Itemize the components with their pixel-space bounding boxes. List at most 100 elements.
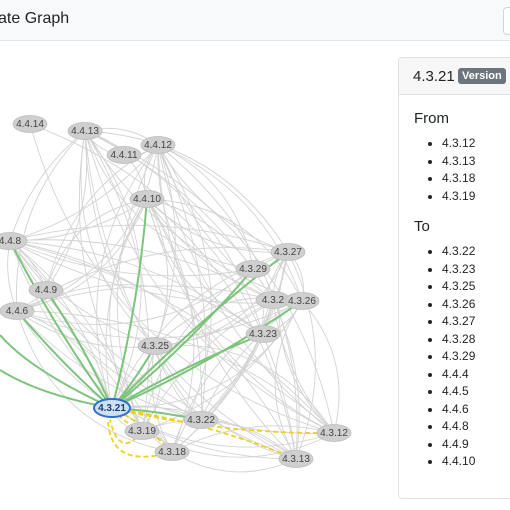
from-version-item[interactable]: 4.3.13 (428, 153, 475, 171)
graph-edge (146, 198, 297, 460)
graph-node[interactable]: 4.4.13 (67, 122, 103, 140)
node-label: 4.3.23 (249, 329, 277, 340)
graph-edge (157, 144, 303, 302)
graph-edge (16, 310, 202, 421)
node-shape (316, 424, 352, 442)
node-label: 4.4.8 (0, 236, 22, 247)
graph-edge (9, 240, 297, 460)
graph-node[interactable]: 4.3.13 (278, 450, 314, 468)
graph-edge (200, 299, 274, 421)
node-label: 4.4.13 (71, 126, 99, 137)
to-version-item[interactable]: 4.4.6 (428, 401, 475, 419)
to-version-item[interactable]: 4.3.28 (428, 331, 475, 349)
update-graph[interactable]: 4.4.14 4.4.13 4.4.12 4.4.11 4.4.10 4.4.8 4.4.9… (0, 40, 398, 510)
from-edge (111, 407, 335, 434)
graph-edge (9, 240, 143, 432)
upgrade-edge (111, 268, 254, 409)
graph-edge (16, 285, 274, 312)
graph-edge (105, 198, 148, 409)
upgrade-edge (9, 240, 113, 409)
graph-edge (141, 419, 297, 460)
graph-edge (146, 198, 169, 347)
from-version-item[interactable]: 4.3.12 (428, 135, 475, 153)
graph-node[interactable]: 4.4.8 (0, 232, 28, 250)
node-label: 4.4.11 (110, 150, 137, 161)
node-label: 4.3.2 (262, 295, 285, 306)
graph-edge (111, 407, 335, 448)
graph-node[interactable]: 4.4.6 (0, 302, 35, 320)
node-label: 4.3.19 (128, 426, 156, 437)
node-label: 4.3.27 (274, 247, 302, 258)
graph-edge (141, 300, 303, 432)
graph-edge (29, 123, 335, 434)
panel-header: 4.3.21 Version (399, 58, 510, 95)
graph-edge (157, 144, 297, 460)
to-heading: To (414, 218, 430, 235)
node-label: 4.3.13 (282, 454, 310, 465)
graph-node[interactable]: 4.3.26 (284, 292, 320, 310)
to-version-item[interactable]: 4.3.25 (428, 278, 475, 296)
graph-edge (9, 240, 254, 277)
graph-node[interactable]: 4.4.9 (28, 281, 64, 299)
navbar-toggle-button[interactable] (503, 7, 510, 35)
graph-edge (146, 198, 274, 301)
node-shape (0, 302, 35, 320)
graph-nodes: 4.4.14 4.4.13 4.4.12 4.4.11 4.4.10 4.4.8 4.4.9… (0, 115, 352, 468)
page-title: ate Graph (0, 10, 70, 27)
graph-node[interactable]: 4.4.11 (106, 146, 142, 164)
from-edge (109, 419, 143, 444)
from-version-item[interactable]: 4.3.18 (428, 170, 475, 188)
to-version-item[interactable]: 4.3.29 (428, 348, 475, 366)
graph-edge (84, 130, 289, 253)
graph-node[interactable]: 4.3.23 (245, 325, 281, 343)
node-label: 4.4.10 (133, 194, 161, 205)
to-version-item[interactable]: 4.4.5 (428, 383, 475, 401)
from-list: 4.3.12 4.3.13 4.3.18 4.3.19 (414, 135, 475, 205)
node-shape (284, 292, 320, 310)
from-version-item[interactable]: 4.3.19 (428, 188, 475, 206)
graph-edge (16, 310, 335, 434)
to-version-item[interactable]: 4.4.9 (428, 436, 475, 454)
graph-node[interactable]: 4.3.19 (124, 422, 160, 440)
graph-edge (9, 144, 159, 242)
node-shape (278, 450, 314, 468)
graph-edge (9, 240, 335, 434)
node-shape (137, 337, 173, 355)
node-shape (28, 281, 64, 299)
to-version-item[interactable]: 4.3.27 (428, 313, 475, 331)
to-version-item[interactable]: 4.4.10 (428, 453, 475, 471)
graph-node[interactable]: 4.3.29 (235, 260, 271, 278)
graph-node[interactable]: 4.3.12 (316, 424, 352, 442)
upgrade-edge (111, 300, 303, 409)
graph-node[interactable]: 4.4.10 (129, 190, 165, 208)
to-list: 4.3.22 4.3.23 4.3.25 4.3.26 4.3.27 4.3.28 4.3.… (414, 243, 475, 471)
node-shape (270, 243, 306, 261)
node-label: 4.4.6 (6, 306, 29, 317)
graph-node[interactable]: 4.3.2 (255, 291, 291, 309)
node-label: 4.3.21 (98, 403, 126, 414)
to-version-item[interactable]: 4.4.8 (428, 418, 475, 436)
graph-node[interactable]: 4.3.18 (154, 443, 190, 461)
graph-node[interactable]: 4.4.12 (140, 136, 176, 154)
node-shape (12, 115, 48, 133)
graph-node[interactable]: 4.3.27 (270, 243, 306, 261)
to-version-item[interactable]: 4.3.26 (428, 296, 475, 314)
graph-edge (157, 144, 298, 460)
graph-edge (9, 240, 297, 460)
node-shape (67, 122, 103, 140)
graph-node[interactable]: 4.4.14 (12, 115, 48, 133)
graph-edge (272, 299, 300, 460)
selected-version: 4.3.21 (413, 68, 455, 85)
graph-node-selected[interactable]: 4.3.21 (93, 398, 131, 418)
top-navbar: ate Graph (0, 0, 510, 41)
to-version-item[interactable]: 4.3.23 (428, 261, 475, 279)
graph-node[interactable]: 4.3.22 (183, 411, 219, 429)
to-version-item[interactable]: 4.4.4 (428, 366, 475, 384)
to-version-item[interactable]: 4.3.22 (428, 243, 475, 261)
graph-edge (84, 130, 150, 432)
graph-edge (45, 130, 88, 291)
graph-node[interactable]: 4.3.25 (137, 337, 173, 355)
upgrade-edge (0, 334, 113, 409)
graph-edge (9, 130, 86, 242)
graph-edge (171, 451, 297, 473)
